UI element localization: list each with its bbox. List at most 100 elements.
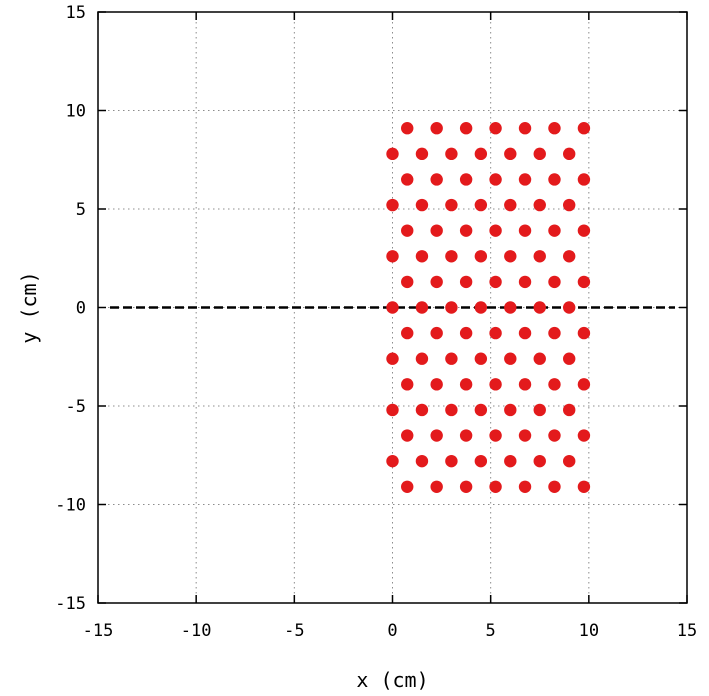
data-point bbox=[533, 454, 546, 468]
data-point bbox=[533, 301, 546, 314]
data-point bbox=[518, 275, 532, 289]
data-point bbox=[445, 147, 458, 161]
data-point bbox=[504, 147, 517, 161]
y-axis-label: y (cm) bbox=[17, 271, 41, 343]
data-point bbox=[489, 173, 502, 186]
data-point bbox=[430, 480, 443, 493]
data-point bbox=[445, 403, 458, 417]
data-point bbox=[415, 147, 429, 161]
data-point bbox=[548, 480, 561, 493]
y-tick-label: 10 bbox=[66, 102, 86, 122]
data-point bbox=[474, 403, 488, 417]
y-tick-label: -10 bbox=[55, 496, 86, 516]
data-point bbox=[563, 147, 576, 161]
data-point bbox=[386, 198, 399, 212]
y-tick-label: 5 bbox=[76, 200, 86, 220]
data-point bbox=[459, 326, 473, 340]
data-point bbox=[415, 403, 429, 417]
data-point bbox=[504, 403, 517, 417]
data-point bbox=[415, 301, 429, 314]
data-point bbox=[577, 275, 591, 289]
data-point bbox=[474, 147, 488, 161]
data-point bbox=[430, 429, 443, 442]
data-point bbox=[489, 275, 502, 289]
data-point bbox=[548, 429, 561, 442]
data-point bbox=[474, 198, 488, 212]
data-point bbox=[386, 301, 399, 314]
data-point bbox=[504, 352, 517, 365]
data-point bbox=[445, 198, 458, 212]
data-point bbox=[401, 173, 414, 186]
data-point bbox=[548, 378, 561, 391]
data-point bbox=[504, 250, 517, 263]
data-point bbox=[489, 224, 502, 237]
data-point bbox=[577, 122, 591, 135]
data-point bbox=[489, 480, 502, 493]
data-point bbox=[577, 378, 591, 391]
data-point bbox=[563, 250, 576, 263]
data-point bbox=[533, 352, 546, 365]
x-axis-label: x (cm) bbox=[356, 668, 428, 692]
data-point bbox=[386, 147, 399, 161]
data-point bbox=[430, 122, 443, 135]
data-point bbox=[401, 275, 414, 289]
data-point bbox=[504, 454, 517, 468]
data-point bbox=[415, 454, 429, 468]
x-tick-label: 15 bbox=[677, 621, 697, 641]
data-point bbox=[386, 403, 399, 417]
data-point bbox=[445, 454, 458, 468]
data-point bbox=[445, 352, 458, 365]
data-point bbox=[518, 326, 532, 340]
data-point bbox=[386, 454, 399, 468]
data-point bbox=[401, 429, 414, 442]
data-point bbox=[518, 378, 532, 391]
data-point bbox=[459, 173, 473, 186]
data-point bbox=[459, 480, 473, 493]
data-point bbox=[430, 224, 443, 237]
data-point bbox=[489, 429, 502, 442]
data-point bbox=[474, 301, 488, 314]
data-point bbox=[445, 301, 458, 314]
data-point bbox=[577, 326, 591, 340]
data-point bbox=[489, 326, 502, 340]
data-point bbox=[459, 224, 473, 237]
data-point bbox=[401, 224, 414, 237]
data-point bbox=[533, 250, 546, 263]
data-point bbox=[401, 122, 414, 135]
y-tick-labels: -15 -10 -5 0 5 10 15 bbox=[55, 3, 86, 614]
data-point bbox=[563, 352, 576, 365]
data-point bbox=[563, 454, 576, 468]
data-point bbox=[548, 326, 561, 340]
data-point bbox=[577, 429, 591, 442]
data-point bbox=[430, 326, 443, 340]
axis-ticks bbox=[97, 11, 688, 604]
data-point bbox=[533, 403, 546, 417]
data-point bbox=[474, 352, 488, 365]
data-point bbox=[518, 173, 532, 186]
data-point bbox=[415, 352, 429, 365]
data-point bbox=[518, 122, 532, 135]
data-point bbox=[577, 480, 591, 493]
y-tick-label: -5 bbox=[66, 397, 86, 417]
data-point bbox=[533, 147, 546, 161]
data-point bbox=[401, 326, 414, 340]
x-tick-label: -15 bbox=[83, 621, 114, 641]
y-tick-label: 0 bbox=[76, 299, 86, 319]
data-point bbox=[548, 224, 561, 237]
data-point bbox=[474, 454, 488, 468]
data-point bbox=[415, 250, 429, 263]
x-tick-labels: -15 -10 -5 0 5 10 15 bbox=[83, 621, 698, 641]
data-point bbox=[459, 378, 473, 391]
x-tick-label: -10 bbox=[181, 621, 212, 641]
y-tick-label: 15 bbox=[66, 3, 86, 23]
x-tick-label: -5 bbox=[284, 621, 304, 641]
data-point bbox=[548, 275, 561, 289]
data-point bbox=[415, 198, 429, 212]
data-point bbox=[533, 198, 546, 212]
data-point bbox=[489, 378, 502, 391]
data-point bbox=[504, 301, 517, 314]
data-point bbox=[489, 122, 502, 135]
data-point bbox=[445, 250, 458, 263]
data-point bbox=[518, 480, 532, 493]
